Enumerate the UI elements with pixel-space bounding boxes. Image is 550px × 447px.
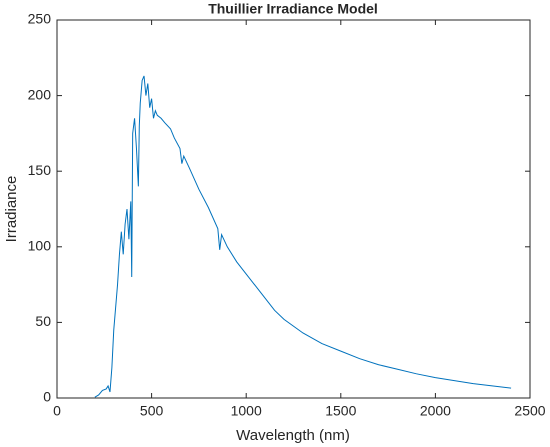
y-axis-label: Irradiance	[3, 176, 20, 243]
y-tick-label: 200	[28, 86, 52, 102]
x-tick-label: 2000	[420, 403, 451, 419]
x-tick-label: 1500	[325, 403, 356, 419]
y-tick-label: 250	[28, 11, 52, 27]
x-tick-label: 0	[53, 403, 61, 419]
data-line	[94, 75, 512, 398]
y-tick-label: 150	[28, 162, 52, 178]
axes-box	[56, 19, 531, 399]
y-tick-label: 50	[35, 313, 51, 329]
x-axis-label: Wavelength (nm)	[236, 427, 350, 444]
y-tick-label: 100	[28, 238, 52, 254]
x-tick-label: 500	[140, 403, 164, 419]
x-tick-label: 1000	[231, 403, 262, 419]
y-tick-label: 0	[43, 389, 51, 405]
chart-title: Thuillier Irradiance Model	[208, 1, 378, 17]
x-tick-label: 2500	[514, 403, 545, 419]
